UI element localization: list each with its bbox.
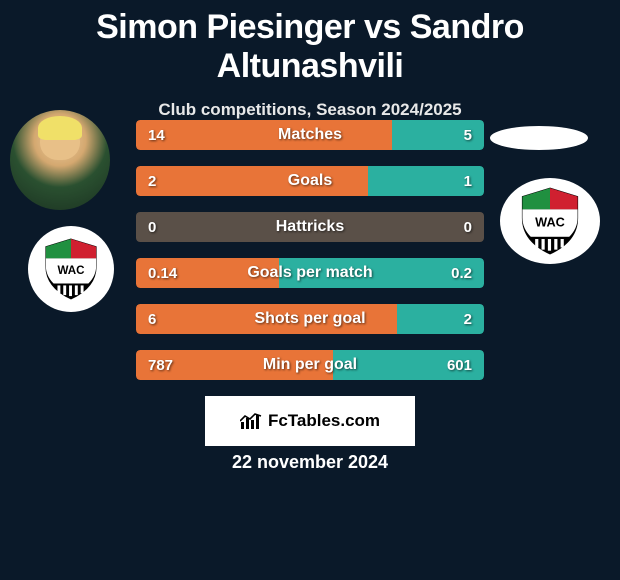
svg-text:WAC: WAC <box>57 264 85 277</box>
club-right-badge: WAC <box>500 178 600 264</box>
stat-row: 21Goals <box>136 166 484 196</box>
stats-chart: 145Matches 21Goals 00Hattricks 0.140.2Goals… <box>136 120 484 396</box>
stat-label: Min per goal <box>136 350 484 380</box>
shield-icon: WAC <box>518 186 582 256</box>
branding-text: FcTables.com <box>268 411 380 431</box>
svg-text:WAC: WAC <box>535 214 565 229</box>
stat-label: Matches <box>136 120 484 150</box>
shield-icon: WAC <box>42 237 100 301</box>
stat-row: 145Matches <box>136 120 484 150</box>
chart-icon <box>240 412 262 430</box>
stat-row: 787601Min per goal <box>136 350 484 380</box>
stat-row: 62Shots per goal <box>136 304 484 334</box>
stat-row: 00Hattricks <box>136 212 484 242</box>
stat-label: Goals per match <box>136 258 484 288</box>
stat-row: 0.140.2Goals per match <box>136 258 484 288</box>
stat-label: Shots per goal <box>136 304 484 334</box>
date-label: 22 november 2024 <box>0 452 620 473</box>
page-title: Simon Piesinger vs Sandro Altunashvili <box>0 0 620 86</box>
subtitle: Club competitions, Season 2024/2025 <box>0 100 620 120</box>
stat-label: Hattricks <box>136 212 484 242</box>
player-right-avatar <box>490 126 588 150</box>
player-left-avatar <box>10 110 110 210</box>
club-left-badge: WAC <box>28 226 114 312</box>
branding-badge: FcTables.com <box>205 396 415 446</box>
stat-label: Goals <box>136 166 484 196</box>
